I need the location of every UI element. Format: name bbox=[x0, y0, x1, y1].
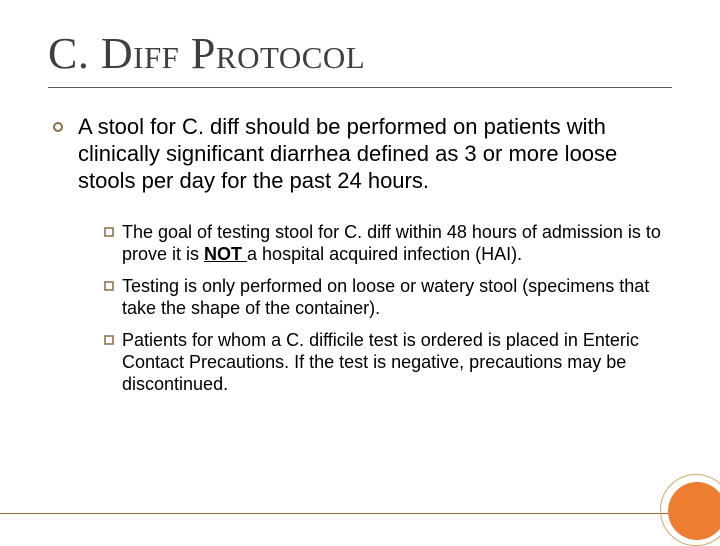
level2-text: The goal of testing stool for C. diff wi… bbox=[122, 222, 672, 266]
square-bullet-icon bbox=[104, 334, 114, 396]
level1-text: A stool for C. diff should be performed … bbox=[78, 114, 672, 194]
slide-title: C. Diff Protocol bbox=[48, 28, 672, 85]
text-prefix: Testing is only performed on loose or wa… bbox=[122, 276, 649, 318]
text-suffix: a hospital acquired infection (HAI). bbox=[247, 244, 522, 264]
text-prefix: Patients for whom a C. difficile test is… bbox=[122, 330, 639, 394]
text-emphasis: NOT bbox=[204, 244, 247, 264]
square-bullet-icon bbox=[104, 280, 114, 320]
decorative-circle-icon bbox=[668, 482, 720, 540]
bullet-level1: A stool for C. diff should be performed … bbox=[52, 114, 672, 194]
level2-text: Testing is only performed on loose or wa… bbox=[122, 276, 672, 320]
bullet-level2-item: Patients for whom a C. difficile test is… bbox=[104, 330, 672, 396]
footer-divider bbox=[0, 513, 720, 514]
slide: C. Diff Protocol A stool for C. diff sho… bbox=[0, 0, 720, 540]
level2-text: Patients for whom a C. difficile test is… bbox=[122, 330, 672, 396]
bullet-level2-item: The goal of testing stool for C. diff wi… bbox=[104, 222, 672, 266]
square-bullet-icon bbox=[104, 226, 114, 266]
title-underline bbox=[48, 87, 672, 88]
ring-bullet-icon bbox=[52, 120, 64, 194]
bullet-level2-item: Testing is only performed on loose or wa… bbox=[104, 276, 672, 320]
